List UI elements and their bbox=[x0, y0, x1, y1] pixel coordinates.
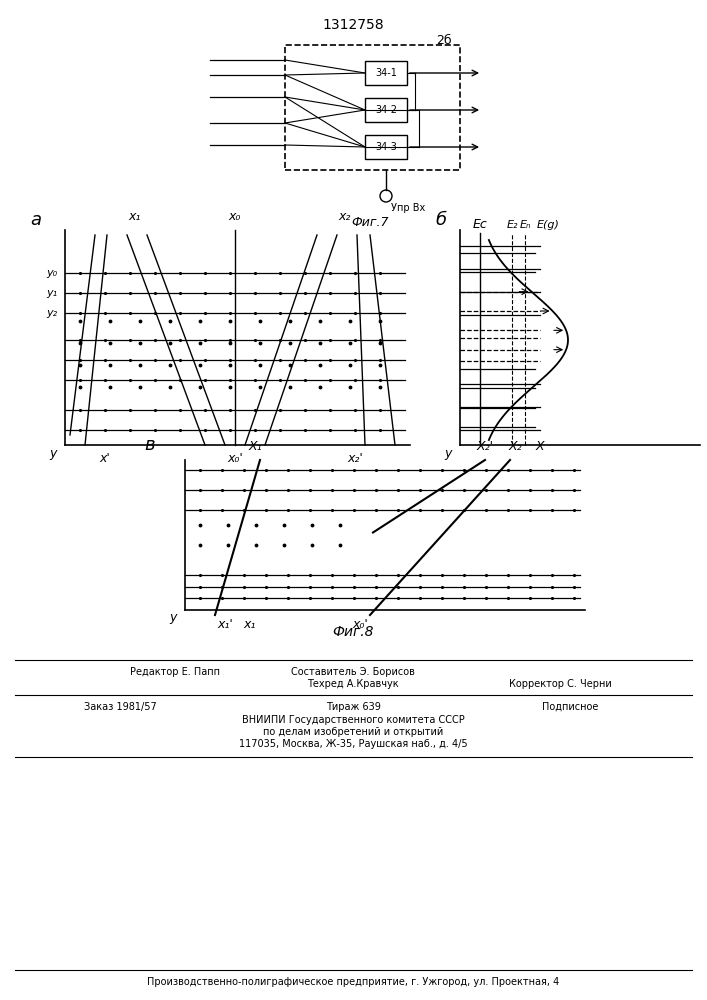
Text: Фиг.8: Фиг.8 bbox=[332, 625, 374, 639]
Text: y₀: y₀ bbox=[46, 268, 57, 278]
Text: 117035, Москва, Ж-35, Раушская наб., д. 4/5: 117035, Москва, Ж-35, Раушская наб., д. … bbox=[239, 739, 467, 749]
Text: 34-3: 34-3 bbox=[375, 142, 397, 152]
Text: y: y bbox=[444, 446, 452, 460]
Text: x₁: x₁ bbox=[244, 618, 256, 632]
Text: Корректор С. Черни: Корректор С. Черни bbox=[508, 679, 612, 689]
Text: а: а bbox=[30, 211, 41, 229]
Text: по делам изобретений и открытий: по делам изобретений и открытий bbox=[263, 727, 443, 737]
Text: 1312758: 1312758 bbox=[322, 18, 384, 32]
Text: x₀': x₀' bbox=[352, 618, 368, 632]
Text: x₂: x₂ bbox=[339, 211, 351, 224]
Text: X: X bbox=[536, 440, 544, 454]
Bar bbox=[365, 61, 407, 85]
Text: Составитель Э. Борисов: Составитель Э. Борисов bbox=[291, 667, 415, 677]
Text: y: y bbox=[49, 446, 57, 460]
Text: Eₙ: Eₙ bbox=[519, 220, 531, 230]
Text: x₂': x₂' bbox=[347, 452, 363, 466]
Text: Производственно-полиграфическое предприятие, г. Ужгород, ул. Проектная, 4: Производственно-полиграфическое предприя… bbox=[147, 977, 559, 987]
Text: Тираж 639: Тираж 639 bbox=[325, 702, 380, 712]
Text: б: б bbox=[435, 211, 446, 229]
Text: y₂: y₂ bbox=[46, 308, 57, 318]
Text: в: в bbox=[145, 436, 156, 454]
Text: X₁: X₁ bbox=[248, 440, 262, 454]
Bar bbox=[365, 98, 407, 122]
Bar bbox=[365, 135, 407, 159]
Text: Редактор Е. Папп: Редактор Е. Папп bbox=[130, 667, 220, 677]
Text: E₂: E₂ bbox=[506, 220, 518, 230]
Text: x₀: x₀ bbox=[229, 211, 241, 224]
Text: x₁: x₁ bbox=[129, 211, 141, 224]
Text: y: y bbox=[169, 611, 177, 624]
Bar bbox=[285, 45, 460, 170]
Text: x': x' bbox=[100, 452, 110, 466]
Text: 2б: 2б bbox=[436, 33, 452, 46]
Text: E(g): E(g) bbox=[537, 220, 559, 230]
Text: x₀': x₀' bbox=[227, 452, 243, 466]
Text: Техред А.Кравчук: Техред А.Кравчук bbox=[307, 679, 399, 689]
Text: Упр Вх: Упр Вх bbox=[391, 203, 425, 213]
Text: Фиг.7: Фиг.7 bbox=[351, 216, 389, 229]
Text: x₁': x₁' bbox=[217, 618, 233, 632]
Text: 34-1: 34-1 bbox=[375, 68, 397, 78]
Text: X₂: X₂ bbox=[508, 440, 522, 454]
Text: X₂': X₂' bbox=[477, 440, 493, 454]
Text: ВНИИПИ Государственного комитета СССР: ВНИИПИ Государственного комитета СССР bbox=[242, 715, 464, 725]
Text: Заказ 1981/57: Заказ 1981/57 bbox=[83, 702, 156, 712]
Text: Подписное: Подписное bbox=[542, 702, 598, 712]
Text: 34-2: 34-2 bbox=[375, 105, 397, 115]
Text: Eᴄ: Eᴄ bbox=[472, 219, 487, 232]
Text: y₁: y₁ bbox=[46, 288, 57, 298]
